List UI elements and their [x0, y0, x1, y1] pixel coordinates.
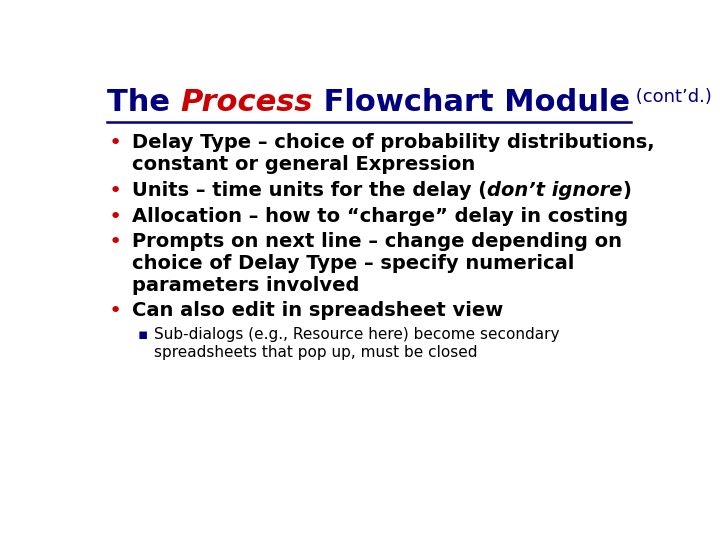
Text: •: •	[109, 181, 122, 201]
Text: The: The	[107, 87, 181, 117]
Text: choice of Delay Type – specify numerical: choice of Delay Type – specify numerical	[132, 254, 575, 273]
Text: spreadsheets that pop up, must be closed: spreadsheets that pop up, must be closed	[154, 345, 477, 360]
Text: •: •	[109, 207, 122, 227]
Text: don’t ignore: don’t ignore	[487, 181, 623, 200]
Text: Prompts on next line – change depending on: Prompts on next line – change depending …	[132, 232, 622, 251]
Text: constant or general Expression: constant or general Expression	[132, 155, 475, 174]
Text: •: •	[109, 301, 122, 321]
Text: Can also edit in spreadsheet view: Can also edit in spreadsheet view	[132, 301, 503, 320]
Text: •: •	[109, 133, 122, 153]
Text: ): )	[623, 181, 631, 200]
Text: ▪: ▪	[138, 327, 148, 342]
Text: (cont’d.): (cont’d.)	[630, 87, 712, 106]
Text: Units – time units for the delay (: Units – time units for the delay (	[132, 181, 487, 200]
Text: •: •	[109, 232, 122, 252]
Text: Process: Process	[181, 87, 313, 117]
Text: Delay Type – choice of probability distributions,: Delay Type – choice of probability distr…	[132, 133, 654, 152]
Text: Sub-dialogs (e.g., Resource here) become secondary: Sub-dialogs (e.g., Resource here) become…	[154, 327, 559, 342]
Text: parameters involved: parameters involved	[132, 275, 359, 295]
Text: Allocation – how to “charge” delay in costing: Allocation – how to “charge” delay in co…	[132, 207, 628, 226]
Text: Flowchart Module: Flowchart Module	[313, 87, 630, 117]
